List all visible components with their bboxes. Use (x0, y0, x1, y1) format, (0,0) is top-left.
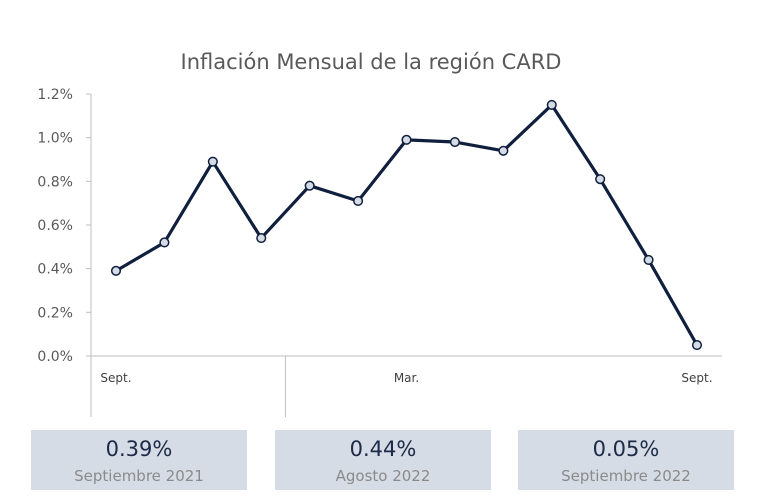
y-tick-label: 0.6% (37, 218, 73, 234)
summary-card-sep-2022: 0.05% Septiembre 2022 (518, 430, 734, 490)
data-point (110, 265, 122, 276)
card-value: 0.39% (105, 437, 173, 461)
x-axis: Sept. Mar. Sept. (90, 355, 722, 417)
data-point (159, 237, 170, 248)
card-label: Septiembre 2022 (561, 467, 691, 485)
data-point (304, 180, 315, 191)
x-tick-label: Mar. (394, 371, 419, 385)
y-tick-label: 1.2% (37, 87, 73, 103)
data-point (353, 195, 364, 207)
y-tick-label: 1.0% (37, 131, 73, 147)
card-label: Agosto 2022 (335, 467, 431, 485)
data-point (691, 340, 703, 351)
card-value: 0.05% (592, 437, 660, 461)
card-label: Septiembre 2021 (74, 467, 204, 485)
data-point (401, 134, 412, 145)
series-line (110, 99, 703, 351)
y-tick-label: 0.0% (37, 349, 73, 365)
data-point (256, 233, 267, 244)
chart-title: Inflación Mensual de la región CARD (181, 50, 562, 74)
y-tick-label: 0.4% (37, 262, 73, 278)
x-tick-label: Sept. (100, 371, 131, 385)
data-point (595, 174, 606, 185)
data-point (207, 156, 218, 167)
x-tick-label: Sept. (681, 371, 712, 385)
card-value: 0.44% (349, 437, 417, 461)
summary-card-aug-2022: 0.44% Agosto 2022 (275, 430, 491, 490)
data-point (546, 99, 557, 110)
summary-card-sep-2021: 0.39% Septiembre 2021 (31, 430, 247, 490)
y-axis: 0.0% 0.2% 0.4% 0.6% 0.8% 1.0% 1.2% (37, 87, 92, 365)
y-tick-label: 0.8% (37, 174, 73, 190)
data-point (498, 145, 509, 156)
data-point (449, 136, 460, 148)
data-point (643, 254, 654, 265)
y-tick-label: 0.2% (37, 305, 73, 321)
